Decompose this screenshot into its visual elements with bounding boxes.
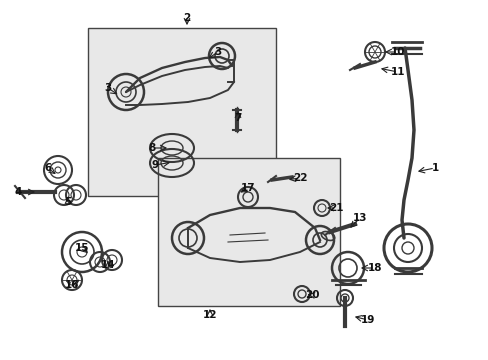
Text: 21: 21	[328, 203, 343, 213]
Text: 2: 2	[183, 13, 190, 23]
Text: 3: 3	[104, 83, 111, 93]
Text: 10: 10	[390, 47, 405, 57]
Text: 4: 4	[14, 187, 21, 197]
Text: 11: 11	[390, 67, 405, 77]
Text: 18: 18	[367, 263, 382, 273]
Bar	[158, 158, 339, 306]
Text: 8: 8	[148, 143, 155, 153]
Bar	[88, 28, 275, 196]
Text: 5: 5	[64, 197, 71, 207]
Text: 6: 6	[44, 163, 52, 173]
Text: 7: 7	[234, 113, 241, 123]
Text: 20: 20	[304, 290, 319, 300]
Text: 9: 9	[151, 160, 158, 170]
Text: 3: 3	[214, 47, 221, 57]
Text: 1: 1	[430, 163, 438, 173]
Text: 16: 16	[64, 280, 79, 290]
Text: 19: 19	[360, 315, 374, 325]
Text: 17: 17	[240, 183, 255, 193]
Text: 13: 13	[352, 213, 366, 223]
Text: 15: 15	[75, 243, 89, 253]
Text: 14: 14	[101, 260, 115, 270]
Text: 22: 22	[292, 173, 306, 183]
Text: 12: 12	[203, 310, 217, 320]
